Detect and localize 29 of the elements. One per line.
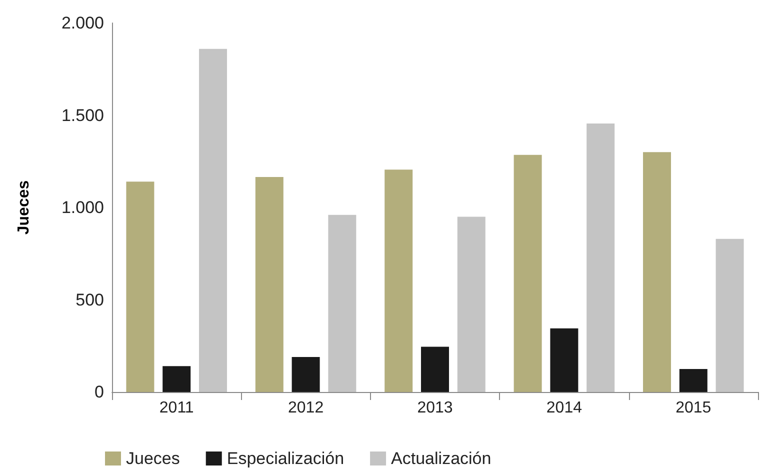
x-tick-label: 2013 [417, 400, 453, 416]
legend-label: Actualización [391, 449, 492, 468]
y-tick-label: 2.000 [61, 14, 104, 32]
y-axis-title: Jueces [16, 180, 32, 235]
bar [679, 368, 708, 392]
bar [586, 124, 615, 392]
bar [643, 152, 672, 392]
bar [421, 346, 449, 392]
x-tick-label: 2014 [546, 400, 582, 416]
legend-label: Jueces [126, 449, 180, 468]
bar [198, 48, 227, 392]
legend-label: Especialización [226, 449, 344, 468]
bar [514, 154, 542, 392]
bar [384, 170, 413, 392]
bar [550, 328, 578, 392]
bar [292, 356, 320, 392]
bar [162, 366, 191, 392]
bar [716, 238, 744, 392]
y-tick-label: 0 [94, 382, 104, 402]
bar [126, 182, 154, 392]
x-tick-label: 2011 [159, 400, 194, 416]
y-tick-label: 1.000 [61, 198, 104, 217]
bar [328, 214, 356, 392]
y-tick-label: 1.500 [61, 106, 104, 125]
x-tick-label: 2015 [676, 400, 712, 416]
bar [255, 177, 284, 392]
x-tick-label: 2012 [288, 400, 324, 416]
y-tick-label: 500 [76, 290, 104, 310]
bar [457, 216, 486, 392]
